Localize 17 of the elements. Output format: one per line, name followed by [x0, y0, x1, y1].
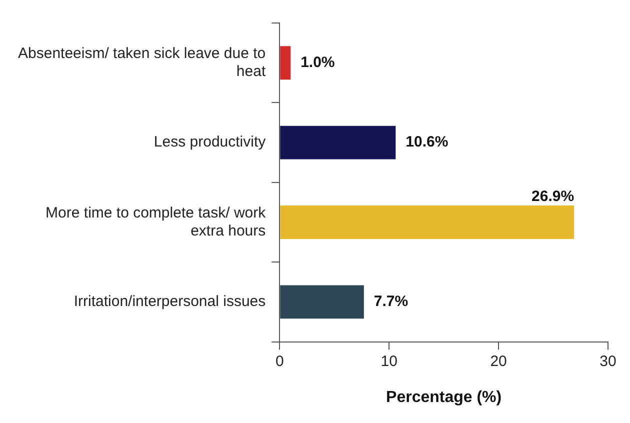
data-label: 1.0% [300, 54, 335, 71]
x-tick-label: 30 [600, 352, 616, 370]
y-tick-label: Absenteeism/ taken sick leave due to heat [18, 44, 266, 80]
data-label: 10.6% [406, 134, 448, 151]
x-axis-title: Percentage (%) [386, 388, 502, 406]
bar [280, 126, 396, 160]
bar [280, 285, 364, 319]
data-label: 7.7% [374, 293, 408, 310]
y-tick-label: Less productivity [154, 134, 266, 151]
bar [280, 46, 291, 80]
x-tick-label: 0 [275, 352, 284, 370]
bar [280, 206, 574, 239]
x-tick-label: 10 [380, 352, 398, 370]
data-label: 26.9% [532, 188, 574, 206]
y-tick-label: More time to complete task/ work extra hours [46, 204, 266, 240]
x-tick-label: 20 [490, 352, 507, 370]
y-tick-label: Irritation/interpersonal issues [74, 293, 266, 310]
